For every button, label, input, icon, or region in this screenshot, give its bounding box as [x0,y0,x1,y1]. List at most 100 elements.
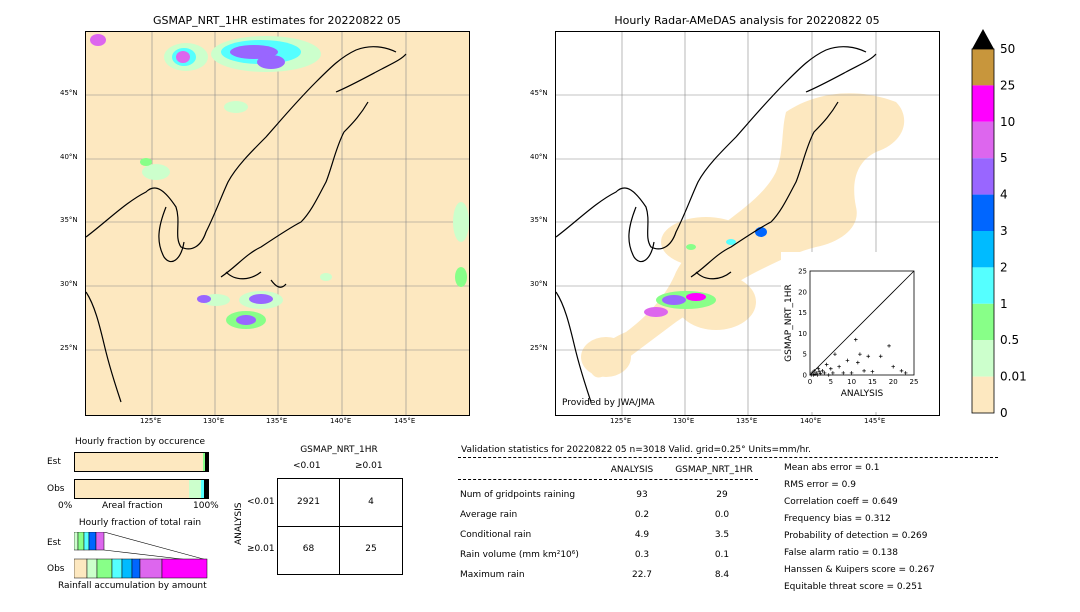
stat-gsmap: 8.4 [714,570,730,580]
stat-analysis: 4.9 [634,530,650,540]
scatter-point [870,369,875,374]
left-lat-25: 25°N [60,344,78,352]
contingency-grid: 2921 4 68 25 [277,478,403,575]
occ-obs-bar [74,479,209,499]
stat-gsmap: 0.1 [714,550,730,560]
right-lat-45: 45°N [530,89,548,97]
colorbar-swatch [972,194,994,231]
colorbar-label: 2 [1000,260,1008,274]
y-tick-label: 10 [798,330,807,338]
y-tick-label: 20 [798,288,807,296]
stat-label: Average rain [460,510,518,520]
score-line: Frequency bias = 0.312 [784,514,891,524]
scatter-point [845,358,850,363]
left-lat-40: 40°N [60,153,78,161]
left-map-title: GSMAP_NRT_1HR estimates for 20220822 05 [152,14,402,27]
score-line: Correlation coeff = 0.649 [784,497,898,507]
scatter-point [837,364,841,369]
colorbar-frame [971,48,995,414]
contingency-row-axis: ANALYSIS [234,502,244,545]
colorbar-label: 0 [1000,406,1008,420]
colorbar-swatch [972,49,994,86]
stat-analysis: 22.7 [631,570,653,580]
x-tick-label: 0 [808,378,812,386]
stat-gsmap: 3.5 [714,530,730,540]
left-map [85,31,470,416]
scatter-point [826,373,831,377]
left-lon-125: 125°E [140,417,162,425]
y-tick-label: 15 [798,309,807,317]
right-lat-25: 25°N [530,344,548,352]
scatter-point [853,337,858,342]
stat-label: Maximum rain [460,570,525,580]
colorbar-swatch [972,376,994,413]
stat-gsmap: 29 [716,490,728,500]
stat-label: Num of gridpoints raining [460,490,576,500]
axis-mid-label: Areal fraction [102,501,163,511]
stat-analysis: 0.3 [634,550,650,560]
axis-right-label: 100% [193,501,219,511]
stat-gsmap: 0.0 [714,510,730,520]
colorbar-swatch [972,158,994,195]
cell-1-0: 68 [302,544,315,554]
total-rain-bars [74,532,208,579]
occ-est-label: Est [47,457,61,467]
scatter-point [814,371,819,375]
stat-label: Rain volume (mm km²10⁶) [460,550,579,560]
scatter-point [891,364,895,369]
colorbar-label: 0.5 [1000,333,1019,347]
scatter-point [812,369,816,373]
contingency-row-1: ≥0.01 [247,544,275,554]
x-tick-label: 20 [889,378,898,386]
scatter-xlabel: ANALYSIS [841,389,884,399]
score-line: Hanssen & Kuipers score = 0.267 [784,565,935,575]
colorbar-swatch [972,267,994,304]
colorbar-swatch [972,121,994,159]
colorbar-swatch [972,85,994,122]
stat-analysis: 93 [636,490,648,500]
x-tick-label: 5 [829,378,833,386]
scatter-point [866,354,871,359]
y-tick-label: 25 [798,268,807,276]
scatter-point [829,366,833,371]
left-map-canvas [86,32,469,415]
scatter-point [815,373,820,377]
right-lon-140: 140°E [800,417,822,425]
colorbar-label: 25 [1000,78,1015,92]
occurrence-title: Hourly fraction by occurence [74,437,206,447]
colorbar-label: 10 [1000,115,1015,129]
colorbar-label: 50 [1000,42,1015,56]
x-tick-label: 25 [910,378,919,386]
col-analysis: ANALYSIS [610,465,654,475]
right-lon-145: 145°E [864,417,886,425]
left-lon-145: 145°E [394,417,416,425]
right-lon-130: 130°E [673,417,695,425]
stat-label: Conditional rain [460,530,532,540]
scatter-point [858,352,862,356]
contingency-col-0: <0.01 [293,461,321,471]
scatter-point [887,344,891,348]
x-tick-label: 15 [868,378,877,386]
scatter-point [824,362,829,367]
colorbar-extend-triangle [972,29,994,49]
contingency-title: GSMAP_NRT_1HR [300,445,378,455]
diagonal-line [809,270,915,376]
scatter-point [862,369,866,373]
scatter-point [810,371,814,375]
scatter-point [818,371,823,376]
right-lat-30: 30°N [530,280,548,288]
colorbar-swatch [972,303,994,341]
right-lon-135: 135°E [736,417,758,425]
colorbar-label: 0.01 [1000,370,1027,384]
validation-divider [458,457,998,458]
scatter-point [822,371,827,375]
tot-obs-label: Obs [47,564,65,574]
credit-text: Provided by JWA/JMA [562,398,655,408]
left-lon-140: 140°E [330,417,352,425]
x-tick-label: 10 [847,378,856,386]
left-lat-45: 45°N [60,89,78,97]
cell-1-1: 25 [365,544,377,554]
col-gsmap: GSMAP_NRT_1HR [675,465,753,475]
scatter-point [811,373,816,377]
colorbar: 50 25 10 5 4 3 2 1 0.5 0.01 0 [971,29,1027,420]
